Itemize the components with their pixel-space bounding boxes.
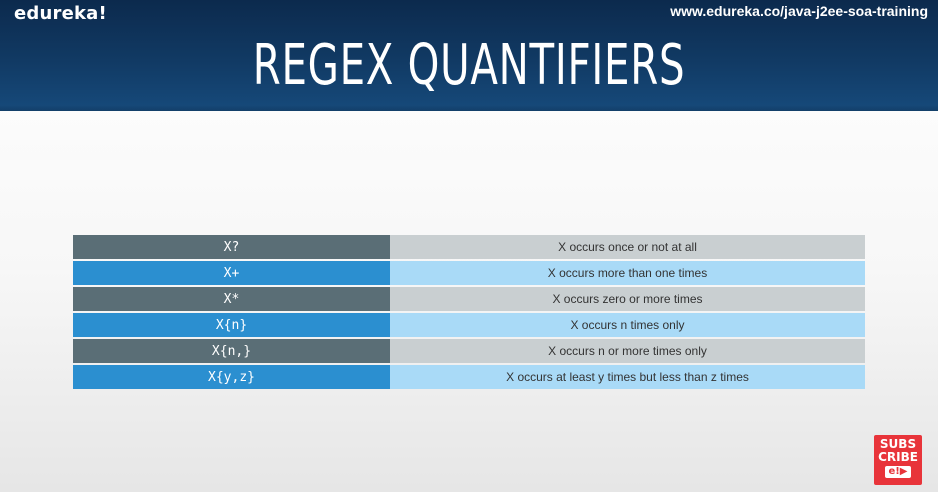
table-row: X+ X occurs more than one times xyxy=(73,261,865,285)
quantifier-cell: X{n} xyxy=(73,313,390,337)
slide-header: edureka! www.edureka.co/java-j2ee-soa-tr… xyxy=(0,0,938,111)
description-cell: X occurs n times only xyxy=(390,313,865,337)
table-row: X{n} X occurs n times only xyxy=(73,313,865,337)
edureka-logo: edureka! xyxy=(14,3,107,24)
description-cell: X occurs once or not at all xyxy=(390,235,865,259)
quantifier-cell: X{y,z} xyxy=(73,365,390,389)
subscribe-line-1: SUBS xyxy=(879,437,917,451)
subscribe-button[interactable]: SUBS CRIBE e!▶ xyxy=(874,435,922,485)
description-cell: X occurs more than one times xyxy=(390,261,865,285)
quantifier-cell: X{n,} xyxy=(73,339,390,363)
edureka-play-icon: e!▶ xyxy=(885,466,911,478)
subscribe-line-2: CRIBE xyxy=(878,450,918,464)
table-row: X* X occurs zero or more times xyxy=(73,287,865,311)
table-row: X? X occurs once or not at all xyxy=(73,235,865,259)
description-cell: X occurs n or more times only xyxy=(390,339,865,363)
quantifier-cell: X+ xyxy=(73,261,390,285)
description-cell: X occurs at least y times but less than … xyxy=(390,365,865,389)
quantifier-cell: X* xyxy=(73,287,390,311)
table-row: X{y,z} X occurs at least y times but les… xyxy=(73,365,865,389)
quantifier-table: X? X occurs once or not at all X+ X occu… xyxy=(73,235,865,391)
table-row: X{n,} X occurs n or more times only xyxy=(73,339,865,363)
quantifier-cell: X? xyxy=(73,235,390,259)
course-url: www.edureka.co/java-j2ee-soa-training xyxy=(670,3,928,19)
slide-title: REGEX QUANTIFIERS xyxy=(252,33,686,98)
description-cell: X occurs zero or more times xyxy=(390,287,865,311)
